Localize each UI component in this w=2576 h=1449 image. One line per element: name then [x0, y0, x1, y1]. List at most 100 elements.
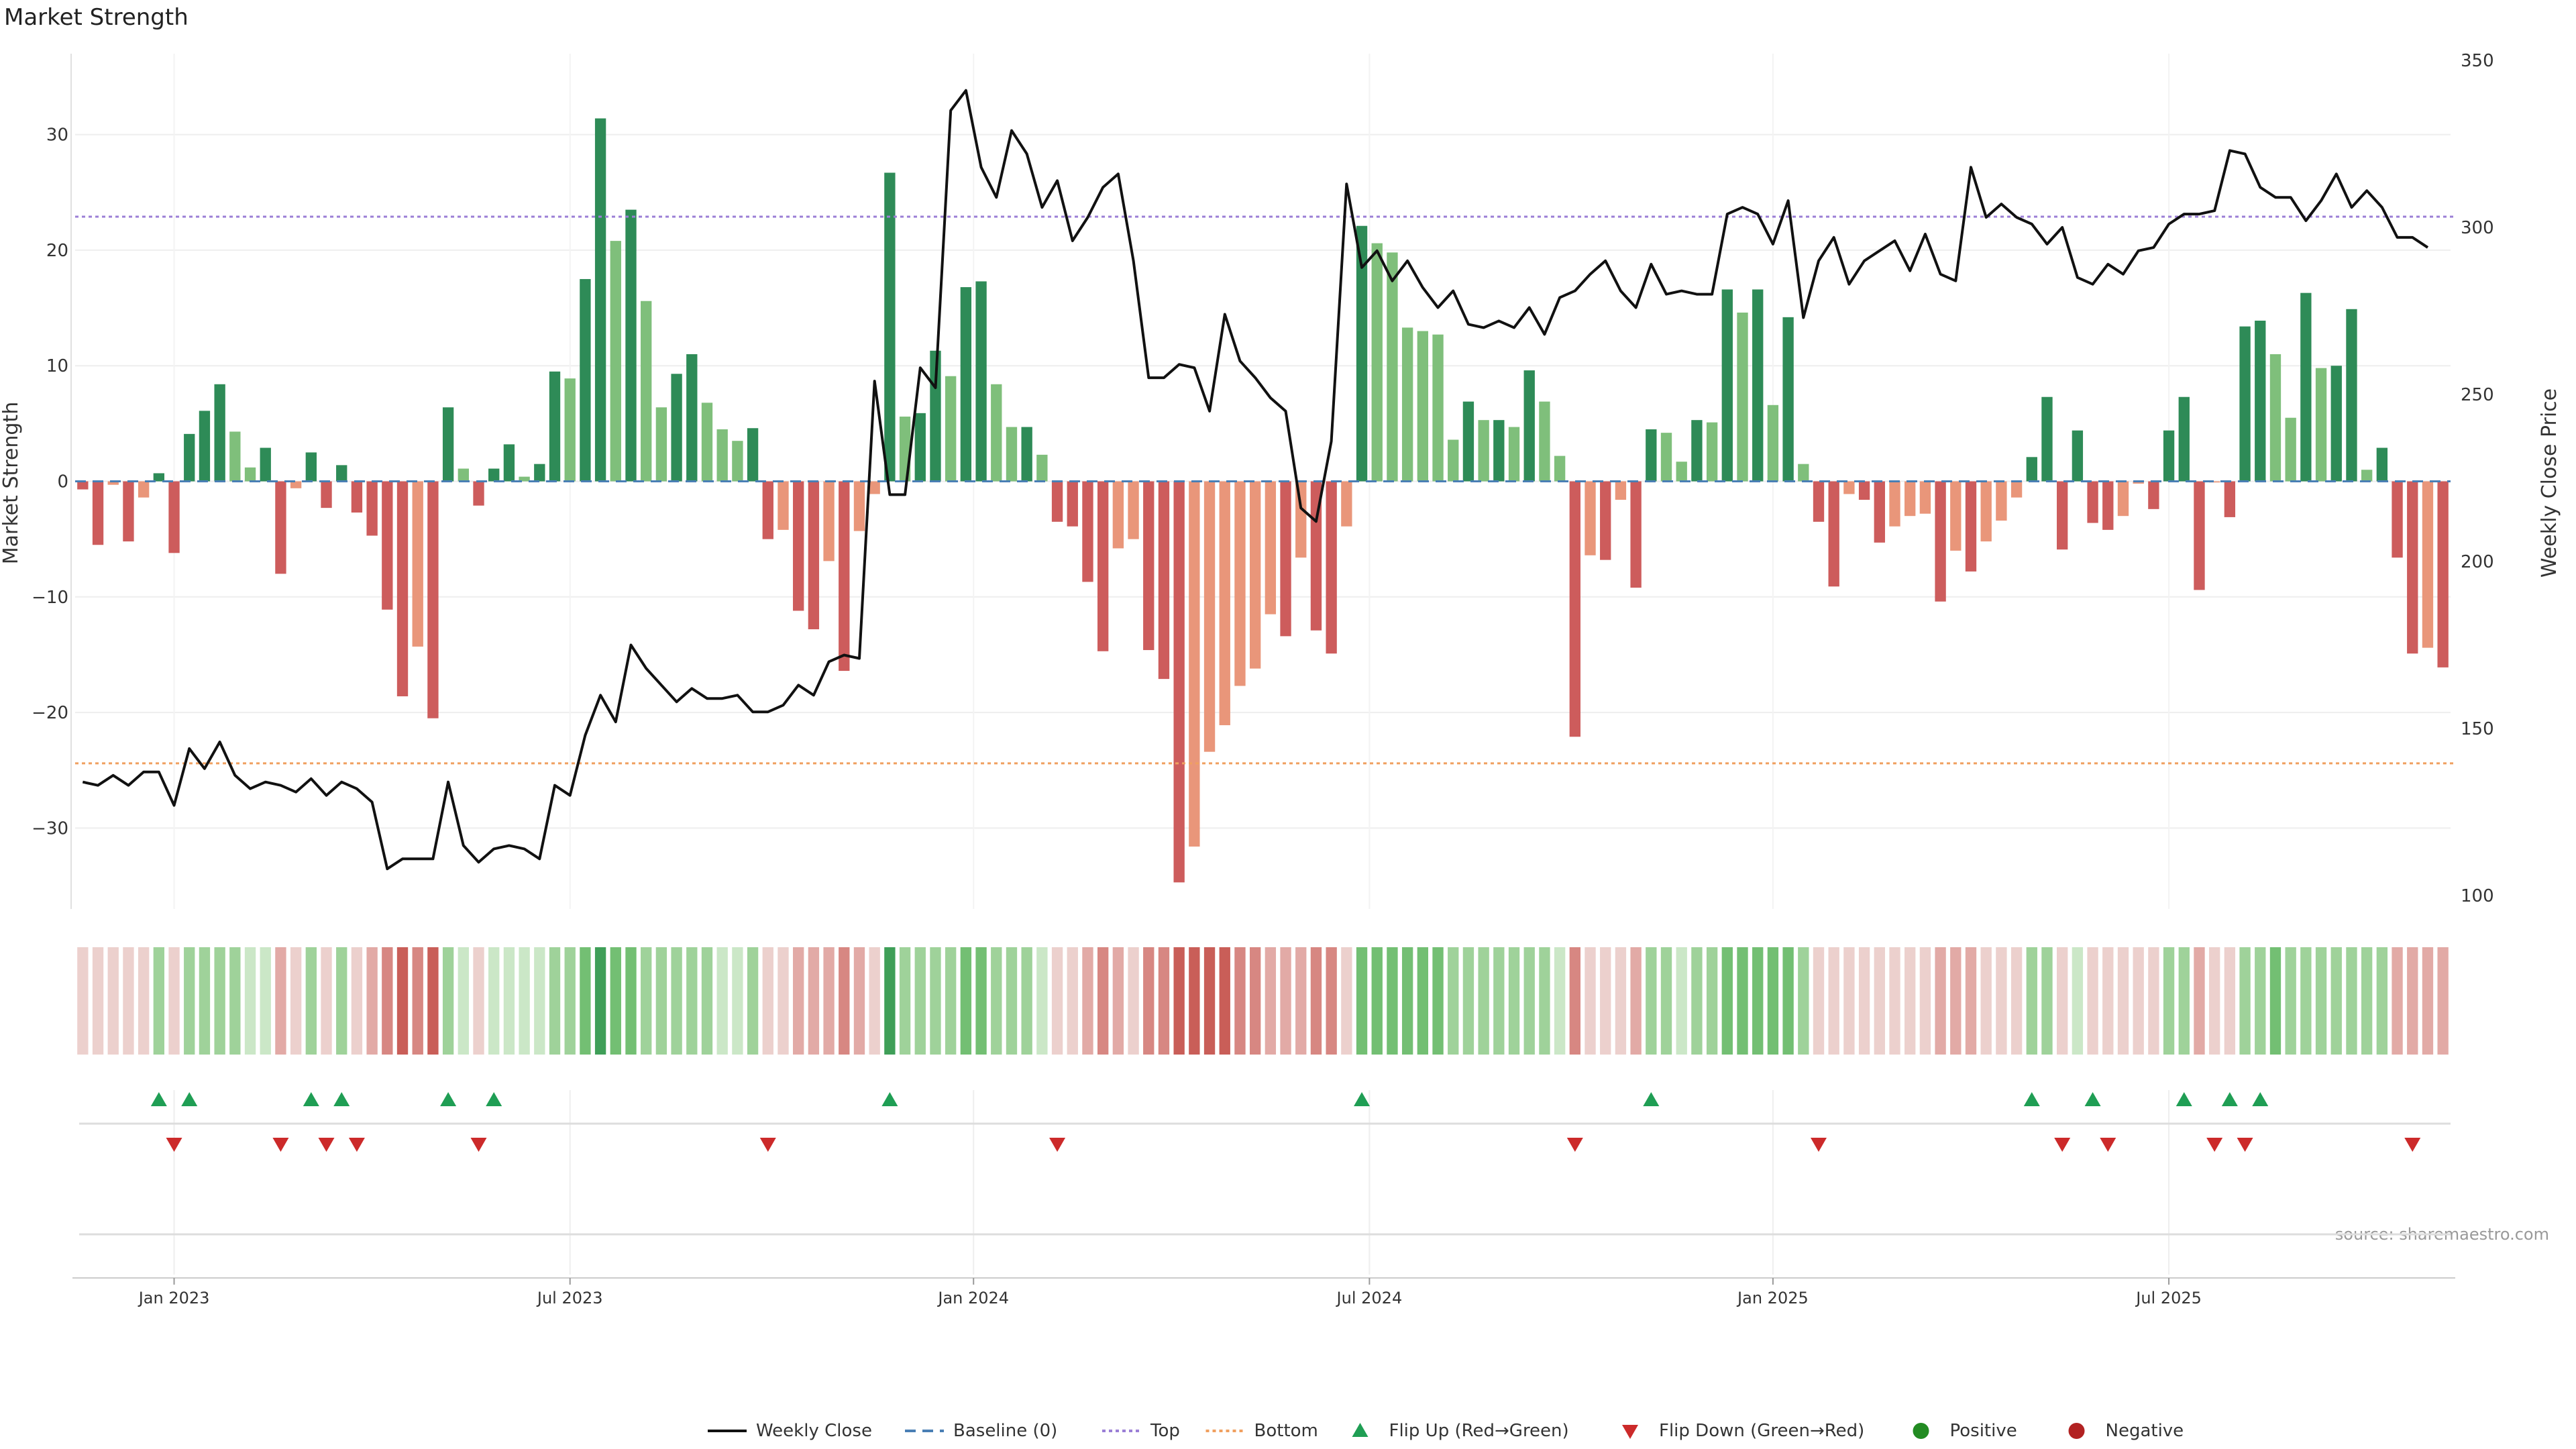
strength-bar: [823, 481, 835, 561]
legend-swatch-flip-up: [1352, 1423, 1368, 1437]
strength-bar: [2178, 396, 2190, 482]
strength-strip-cell: [2300, 947, 2312, 1055]
strength-bar: [1219, 481, 1230, 726]
strength-bar: [839, 481, 850, 672]
strength-strip-cell: [1280, 947, 1291, 1055]
strength-bar: [808, 481, 820, 630]
strength-strip-cell: [396, 947, 409, 1055]
strength-strip-cell: [960, 947, 972, 1055]
strength-strip-cell: [594, 947, 606, 1055]
strength-strip-cell: [777, 947, 789, 1055]
flip-down-marker: [348, 1138, 365, 1152]
strength-strip-cell: [1798, 947, 1809, 1055]
x-tick-label: Jul 2023: [536, 1289, 603, 1307]
legend-label-baseline: Baseline (0): [953, 1421, 1057, 1441]
strength-strip-cell: [1691, 947, 1703, 1055]
strength-strip-cell: [1523, 947, 1535, 1055]
strength-strip-cell: [275, 947, 286, 1055]
strength-bar: [716, 429, 728, 482]
strength-bar: [366, 481, 378, 536]
strength-strip-cell: [671, 947, 682, 1055]
strength-strip-cell: [2010, 947, 2023, 1055]
strength-bar: [1813, 481, 1825, 522]
left-tick-label: −10: [32, 588, 68, 608]
strength-strip-cell: [1828, 947, 1839, 1055]
strength-strip-cell: [290, 947, 302, 1055]
strength-strip-cell: [1539, 947, 1550, 1055]
strength-strip-cell: [1234, 947, 1246, 1055]
strength-strip-cell: [1203, 947, 1216, 1055]
strength-strip-cell: [1310, 947, 1322, 1055]
strength-bar: [305, 452, 317, 482]
left-tick-label: −30: [32, 818, 68, 839]
left-tick-label: 20: [46, 241, 68, 261]
right-tick-label: 350: [2461, 51, 2494, 71]
strength-strip-cell: [2437, 947, 2449, 1055]
strength-bar: [2392, 481, 2403, 558]
strength-strip-cell: [2194, 947, 2205, 1055]
flip-up-marker: [881, 1092, 898, 1106]
strength-strip-cell: [2178, 947, 2190, 1055]
strength-bar: [1143, 481, 1155, 651]
strength-strip-cell: [2208, 947, 2220, 1055]
strength-bar: [594, 118, 606, 482]
strength-strip-cell: [2148, 947, 2159, 1055]
strength-bar: [960, 287, 972, 482]
strength-bar: [458, 468, 469, 482]
right-tick-label: 100: [2461, 886, 2494, 906]
flip-up-marker: [150, 1092, 167, 1106]
strength-bar: [1356, 225, 1368, 482]
strength-strip-cell: [1295, 947, 1307, 1055]
strength-bar: [1706, 422, 1718, 482]
strength-bar: [671, 374, 682, 482]
strength-bar: [793, 481, 804, 611]
strength-bar: [336, 465, 347, 482]
strength-bar: [412, 481, 423, 647]
strength-strip-cell: [458, 947, 469, 1055]
strength-bar: [1782, 317, 1794, 482]
strength-bar: [945, 376, 957, 482]
strength-bar: [884, 172, 896, 482]
legend-label-flip-up: Flip Up (Red→Green): [1389, 1421, 1569, 1441]
strength-strip-cell: [1128, 947, 1139, 1055]
x-tick-label: Jul 2024: [1336, 1289, 1403, 1307]
strength-bar: [2330, 366, 2342, 482]
strength-bar: [2208, 481, 2220, 483]
strength-strip-cell: [2392, 947, 2403, 1055]
strength-strip-cell: [168, 947, 180, 1055]
flip-up-marker: [2252, 1092, 2269, 1106]
left-tick-label: −20: [32, 703, 68, 723]
strength-bar: [1203, 481, 1216, 752]
strength-bar: [1767, 405, 1779, 482]
strength-strip-cell: [1965, 947, 1977, 1055]
strength-strip-cell: [549, 947, 561, 1055]
strength-bar: [1508, 427, 1520, 482]
strength-bar: [244, 467, 256, 482]
strength-strip-cell: [1630, 947, 1642, 1055]
strength-bar: [1660, 433, 1672, 482]
strength-bar: [1889, 481, 1900, 527]
strength-strip-cell: [2239, 947, 2251, 1055]
strength-strip-cell: [92, 947, 104, 1055]
strength-strip-cell: [610, 947, 621, 1055]
strength-bar: [777, 481, 789, 530]
strength-strip-cell: [580, 947, 591, 1055]
x-tick-label: Jan 2024: [936, 1289, 1009, 1307]
x-tick-label: Jan 2023: [138, 1289, 210, 1307]
strength-strip-cell: [107, 947, 119, 1055]
strength-bar: [1036, 454, 1048, 482]
strength-bar: [701, 402, 713, 482]
strength-bar: [1265, 481, 1277, 614]
strength-bar: [2300, 292, 2312, 482]
strength-strip-cell: [2026, 947, 2037, 1055]
strength-strip-cell: [488, 947, 500, 1055]
strength-strip-cell: [1858, 947, 1870, 1055]
strength-strip-cell: [1401, 947, 1413, 1055]
strength-bar: [625, 209, 637, 482]
strength-bar: [1752, 289, 1764, 482]
strength-strip-cell: [2163, 947, 2175, 1055]
strength-bar: [747, 428, 759, 482]
strength-strip-cell: [214, 947, 225, 1055]
strength-strip-cell: [991, 947, 1002, 1055]
strength-bar: [1158, 481, 1170, 680]
